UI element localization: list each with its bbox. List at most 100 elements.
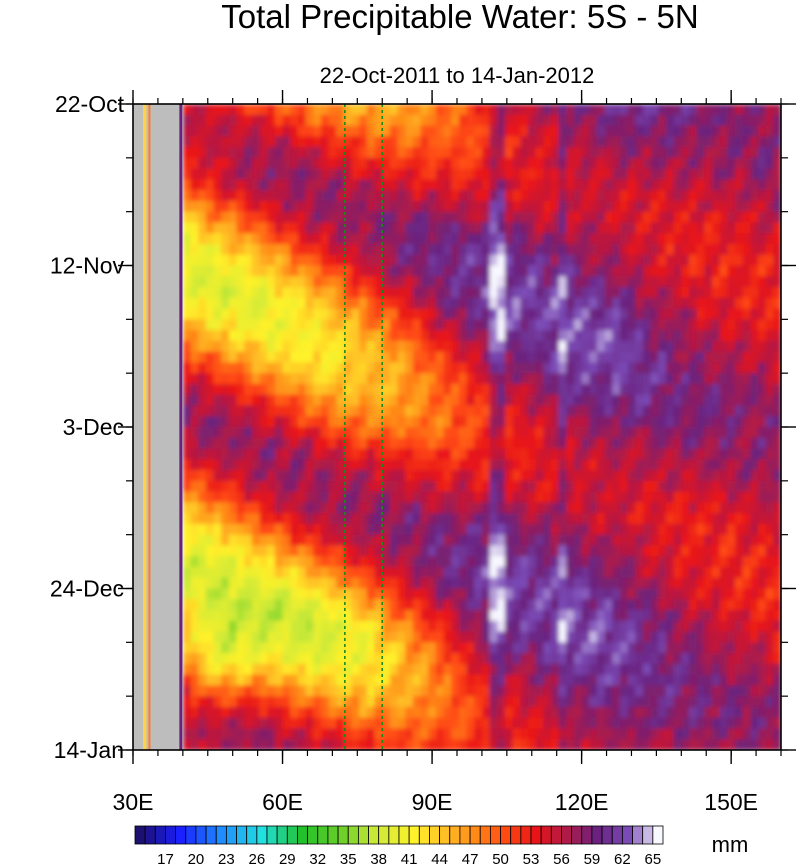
tpw-cell	[543, 599, 552, 611]
tpw-cell	[205, 610, 215, 622]
tpw-cell	[244, 523, 253, 536]
tpw-cell	[412, 416, 422, 428]
tpw-cell	[627, 523, 637, 536]
tpw-cell	[190, 308, 199, 321]
tpw-cell	[336, 448, 345, 461]
tpw-cell	[359, 610, 368, 622]
tpw-cell	[259, 383, 268, 396]
tpw-cell	[550, 243, 560, 256]
tpw-cell	[412, 588, 422, 601]
tpw-cell	[198, 330, 207, 342]
tpw-cell	[328, 330, 338, 342]
tpw-cell	[366, 523, 376, 536]
tpw-cell	[696, 642, 706, 654]
tpw-cell	[589, 287, 598, 299]
colorbar-box	[165, 825, 177, 845]
tpw-cell	[458, 706, 468, 719]
tpw-cell	[573, 233, 583, 245]
tpw-cell	[481, 125, 491, 138]
tpw-cell	[558, 502, 568, 514]
tpw-cell	[704, 459, 713, 471]
tpw-cell	[497, 383, 506, 396]
tpw-cell	[596, 168, 606, 181]
tpw-cell	[512, 362, 522, 374]
tpw-cell	[727, 739, 736, 750]
tpw-cell	[704, 308, 713, 321]
tpw-cell	[742, 706, 752, 719]
tpw-cell	[190, 663, 199, 676]
tpw-cell	[665, 362, 675, 374]
colorbar-box	[236, 825, 248, 845]
tpw-cell	[182, 319, 192, 331]
tpw-cell	[213, 416, 222, 428]
tpw-cell	[550, 265, 560, 278]
tpw-cell	[535, 653, 545, 665]
tpw-cell	[673, 254, 683, 267]
tpw-cell	[535, 620, 545, 633]
tpw-cell	[550, 470, 560, 482]
tpw-cell	[267, 631, 276, 644]
tpw-cell	[520, 405, 529, 418]
tpw-cell	[305, 351, 315, 364]
tpw-cell	[359, 642, 368, 654]
tpw-cell	[757, 696, 767, 708]
tpw-cell	[665, 243, 675, 256]
tpw-cell	[520, 706, 529, 719]
tpw-cell	[612, 523, 621, 536]
tpw-cell	[596, 513, 606, 525]
tpw-cell	[198, 179, 207, 191]
tpw-cell	[566, 728, 575, 741]
tpw-cell	[466, 427, 476, 439]
tpw-cell	[221, 351, 230, 364]
tpw-cell	[727, 319, 736, 331]
tpw-cell	[343, 491, 353, 504]
tpw-cell	[688, 437, 698, 450]
tpw-cell	[190, 330, 199, 342]
tpw-cell	[236, 728, 245, 741]
tpw-cell	[244, 696, 253, 708]
tpw-cell	[497, 125, 506, 138]
tpw-cell	[658, 168, 667, 181]
tpw-cell	[374, 394, 384, 407]
tpw-cell	[665, 254, 675, 267]
tpw-cell	[366, 383, 376, 396]
tpw-cell	[328, 362, 338, 374]
tpw-cell	[512, 222, 522, 234]
tpw-cell	[259, 373, 268, 385]
tpw-cell	[412, 319, 422, 331]
tpw-cell	[757, 147, 767, 159]
colorbar-label: 17	[157, 851, 174, 867]
tpw-cell	[704, 480, 713, 493]
tpw-cell	[727, 523, 736, 536]
tpw-cell	[221, 125, 230, 138]
tpw-cell	[259, 287, 268, 299]
tpw-cell	[558, 308, 568, 321]
tpw-cell	[228, 448, 238, 461]
tpw-cell	[589, 502, 598, 514]
tpw-cell	[336, 179, 345, 191]
tpw-cell	[696, 620, 706, 633]
tpw-cell	[274, 513, 284, 525]
tpw-cell	[727, 276, 736, 288]
tpw-cell	[734, 125, 744, 138]
tpw-cell	[466, 610, 476, 622]
tpw-cell	[389, 674, 399, 687]
tpw-cell	[190, 394, 199, 407]
tpw-cell	[481, 157, 491, 170]
tpw-cell	[366, 642, 376, 654]
tpw-cell	[205, 200, 215, 213]
tpw-cell	[198, 383, 207, 396]
tpw-cell	[198, 265, 207, 278]
tpw-cell	[205, 104, 215, 116]
tpw-cell	[527, 330, 537, 342]
tpw-cell	[190, 448, 199, 461]
tpw-cell	[550, 491, 560, 504]
tpw-cell	[665, 104, 675, 116]
tpw-cell	[428, 739, 437, 750]
tpw-cell	[535, 287, 545, 299]
tpw-cell	[343, 265, 353, 278]
tpw-cell	[681, 394, 690, 407]
tpw-cell	[627, 308, 637, 321]
tpw-cell	[405, 728, 414, 741]
tpw-cell	[420, 470, 430, 482]
